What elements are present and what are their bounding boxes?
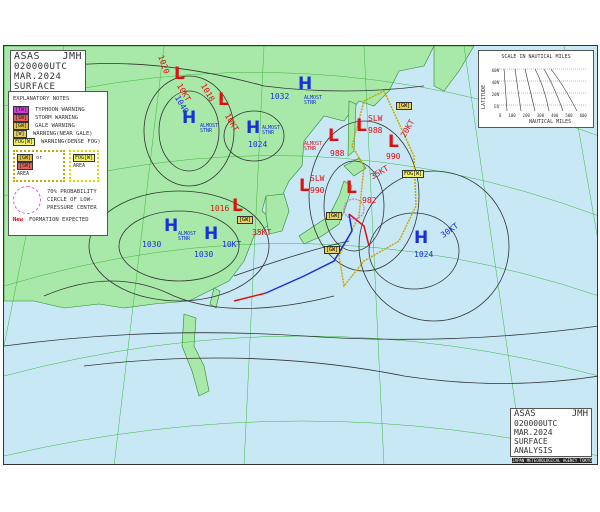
low-pressure: 990: [310, 186, 325, 195]
land-korea: [265, 193, 290, 235]
footer-station: JMH: [571, 409, 588, 419]
footer-datetime: 020000UTC MAR.2024: [514, 419, 558, 437]
land-sakhalin: [347, 100, 357, 157]
low-center: L: [388, 132, 399, 152]
low-pressure: 988: [330, 149, 345, 158]
gale-warning-tag: [GW]: [326, 212, 343, 220]
low-pressure: 990: [386, 152, 401, 161]
high-center: H: [246, 118, 261, 138]
area-legend: [GW] or [SW] AREA FOG[W] AREA: [13, 150, 103, 182]
high-note: ALMOST STNR: [304, 95, 323, 106]
note-near-gale: [W] WARNING(NEAR GALE): [13, 130, 103, 138]
high-pressure: 1030: [142, 240, 162, 249]
gale-warning-tag: [GW]: [396, 102, 413, 110]
scale-title: SCALE IN NAUTICAL MILES: [501, 54, 571, 60]
scale-box: SCALE IN NAUTICAL MILES LATITUDE 60N 40N 2…: [478, 50, 594, 128]
land-philippines: [181, 313, 210, 397]
low-center: L: [356, 116, 367, 136]
lat-ticks: 60N 40N 20N EQ: [491, 68, 499, 109]
high-motion: 10KT: [222, 240, 242, 249]
fog-warning-area: [338, 89, 417, 288]
low-pressure: 1016: [210, 204, 230, 213]
probability-circle-icon: [13, 186, 41, 214]
low-center: L: [346, 178, 357, 198]
station: JMH: [62, 51, 82, 62]
high-note: ALMOST STNR: [262, 125, 281, 136]
low-center: L: [299, 176, 310, 196]
high-pressure: 1024: [414, 250, 434, 259]
scale-ylabel: LATITUDE: [481, 85, 487, 109]
note-fog: FOG[W] WARNING(DENSE FOG): [13, 138, 101, 146]
weather-map: ASAS JMH 020000UTC MAR.2024 SURFACE ANALY…: [3, 45, 598, 465]
isobars: [4, 63, 597, 384]
agency: ASAS: [14, 51, 41, 62]
low-center: L: [174, 64, 185, 84]
gale-storm-area: [GW] or [SW] AREA: [13, 150, 65, 182]
high-center: H: [298, 74, 313, 94]
explanatory-notes: EXPLANATORY NOTES [TW] TYPHOON WARNING [S…: [8, 91, 108, 236]
low-motion: 35KT: [252, 228, 272, 237]
high-note: ALMOST STNR: [200, 123, 219, 134]
nm-ticks: 0 100 200 300 400 500 600: [499, 113, 587, 118]
high-center: H: [204, 224, 219, 244]
low-motion: SLW: [310, 174, 325, 183]
low-center: L: [218, 90, 229, 110]
footer-agency: ASAS: [514, 409, 536, 419]
land-taiwan: [209, 287, 221, 309]
low-pressure: 988: [368, 126, 383, 135]
high-note: ALMOST STNR: [178, 231, 197, 242]
note-gale: [GW] GALE WARNING: [13, 122, 75, 130]
high-pressure: 1030: [194, 250, 214, 259]
footer-type: SURFACE ANALYSIS: [514, 437, 553, 455]
land-japan: [298, 180, 353, 245]
scale-graph: LATITUDE: [481, 68, 587, 112]
gale-warning-tag: [GW]: [237, 216, 254, 224]
probability-circle: [343, 198, 365, 220]
land-kamchatka: [433, 46, 475, 92]
gale-warning-tag: [GW]: [324, 246, 341, 254]
land-asia: [4, 46, 435, 309]
low-motion: SLW: [368, 114, 383, 123]
low-center: L: [328, 126, 339, 146]
low-pressure: 982: [362, 196, 377, 205]
datetime: 020000UTC MAR.2024: [14, 62, 68, 82]
stationary-front: [233, 292, 267, 302]
scale-xlabel: NAUTICAL MILES: [529, 119, 572, 125]
warm-front: [348, 213, 370, 247]
issuer: JAPAN METEOROLOGICAL AGENCY TOKYO: [512, 458, 592, 463]
low-note: ALMOST STNR: [304, 141, 323, 152]
cold-front: [265, 213, 353, 294]
circle-legend: 70% PROBABILITY CIRCLE OF LOW-PRESSURE C…: [13, 186, 103, 214]
high-pressure: 1032: [270, 92, 290, 101]
high-center: H: [182, 108, 197, 128]
fog-warning-tag: FOG[W]: [402, 170, 425, 178]
new-legend: New FORMATION EXPECTED: [13, 217, 89, 223]
fog-area: FOG[W] AREA: [68, 150, 99, 182]
high-center: H: [414, 228, 429, 248]
low-center: L: [232, 196, 243, 216]
footer-title-box: ASAS JMH 020000UTC MAR.2024 SURFACE ANALY…: [510, 408, 592, 457]
notes-title: EXPLANATORY NOTES: [13, 96, 70, 102]
high-pressure: 1024: [248, 140, 268, 149]
note-typhoon: [TW] TYPHOON WARNING: [13, 106, 85, 114]
high-center: H: [164, 216, 179, 236]
note-storm: [SW] STORM WARNING: [13, 114, 79, 122]
